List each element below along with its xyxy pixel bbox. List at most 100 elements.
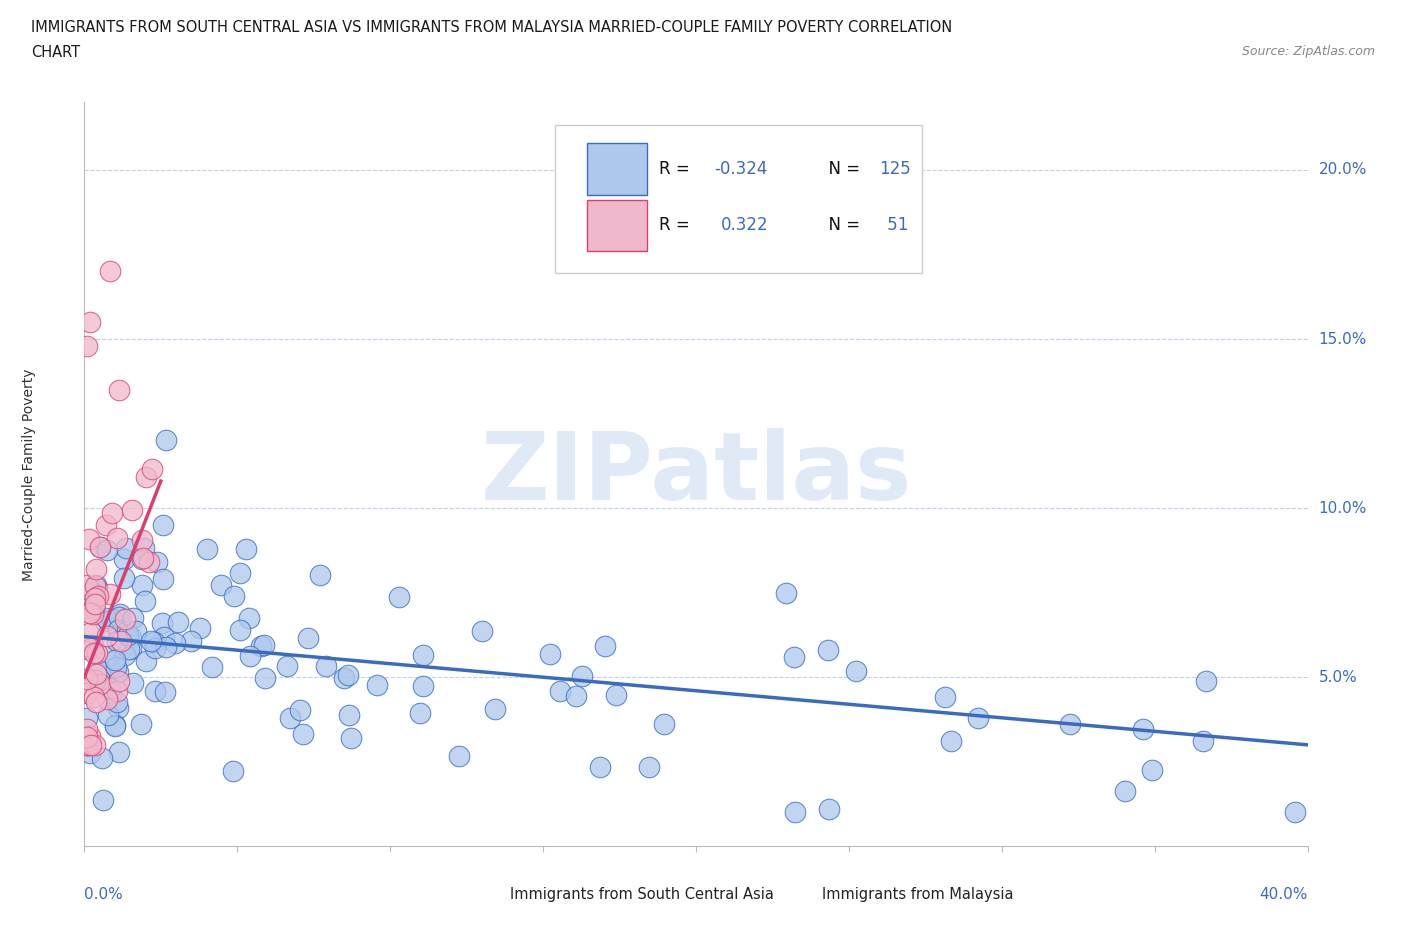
Point	[104, 718, 127, 733]
Point	[180, 633, 202, 648]
Point	[1114, 783, 1136, 798]
Text: -0.324: -0.324	[714, 160, 768, 178]
Point	[652, 716, 675, 731]
Point	[107, 673, 129, 688]
Point	[845, 664, 868, 679]
Text: IMMIGRANTS FROM SOUTH CENTRAL ASIA VS IMMIGRANTS FROM MALAYSIA MARRIED-COUPLE FA: IMMIGRANTS FROM SOUTH CENTRAL ASIA VS IM…	[31, 20, 952, 35]
Text: 40.0%: 40.0%	[1260, 887, 1308, 902]
Point	[150, 616, 173, 631]
Point	[122, 675, 145, 690]
Point	[77, 532, 100, 547]
Point	[1191, 733, 1213, 748]
Point	[250, 639, 273, 654]
Point	[229, 565, 252, 580]
Point	[94, 614, 117, 629]
Point	[817, 643, 839, 658]
Point	[605, 687, 627, 702]
Point	[114, 647, 136, 662]
Text: N =: N =	[818, 217, 866, 234]
Point	[98, 681, 121, 696]
Point	[209, 578, 232, 592]
Point	[79, 746, 101, 761]
Point	[571, 669, 593, 684]
Point	[221, 764, 243, 778]
Point	[114, 551, 136, 566]
Point	[290, 702, 312, 717]
Text: N =: N =	[818, 160, 866, 178]
Point	[222, 588, 245, 603]
Point	[121, 503, 143, 518]
Point	[280, 711, 302, 725]
Point	[76, 737, 98, 752]
Point	[104, 718, 127, 733]
Text: Immigrants from South Central Asia: Immigrants from South Central Asia	[510, 887, 773, 902]
Point	[297, 631, 319, 645]
Text: R =: R =	[659, 160, 696, 178]
Point	[1140, 762, 1163, 777]
Text: 0.322: 0.322	[720, 217, 768, 234]
Point	[131, 551, 153, 566]
Text: 10.0%: 10.0%	[1319, 500, 1367, 515]
Point	[120, 630, 142, 644]
Point	[96, 518, 118, 533]
Text: R =: R =	[659, 217, 696, 234]
Point	[1132, 722, 1154, 737]
Point	[934, 690, 956, 705]
Point	[143, 684, 166, 698]
Point	[139, 633, 162, 648]
Point	[89, 664, 111, 679]
Point	[412, 647, 434, 662]
Point	[97, 708, 120, 723]
Point	[229, 623, 252, 638]
Point	[80, 737, 103, 752]
Point	[818, 802, 841, 817]
Text: 0.0%: 0.0%	[84, 887, 124, 902]
Point	[96, 692, 118, 707]
Point	[76, 730, 98, 745]
Point	[409, 705, 432, 720]
Point	[115, 541, 138, 556]
Text: CHART: CHART	[31, 45, 80, 60]
Point	[89, 677, 111, 692]
Point	[124, 623, 146, 638]
Point	[86, 695, 108, 710]
Point	[84, 672, 107, 687]
Point	[155, 640, 177, 655]
Point	[276, 658, 298, 673]
Point	[83, 579, 105, 594]
Point	[134, 540, 156, 555]
Point	[153, 684, 176, 699]
Point	[966, 711, 988, 725]
Point	[129, 717, 152, 732]
Point	[239, 649, 262, 664]
Point	[132, 551, 155, 565]
Point	[83, 689, 105, 704]
Point	[96, 629, 118, 644]
Point	[76, 686, 98, 701]
Point	[76, 737, 98, 752]
Point	[121, 610, 143, 625]
Point	[412, 679, 434, 694]
Point	[332, 671, 354, 685]
Point	[309, 567, 332, 582]
Point	[238, 611, 260, 626]
Point	[79, 728, 101, 743]
Point	[152, 518, 174, 533]
Point	[105, 633, 128, 648]
Point	[97, 649, 120, 664]
Text: Source: ZipAtlas.com: Source: ZipAtlas.com	[1241, 45, 1375, 58]
Point	[105, 530, 128, 545]
Point	[79, 605, 101, 620]
Point	[201, 659, 224, 674]
Point	[253, 638, 276, 653]
Point	[89, 676, 111, 691]
Point	[83, 737, 105, 752]
Point	[94, 610, 117, 625]
Point	[449, 749, 471, 764]
Point	[131, 578, 153, 592]
Point	[83, 596, 105, 611]
Point	[143, 640, 166, 655]
Point	[89, 539, 111, 554]
Text: 15.0%: 15.0%	[1319, 331, 1367, 347]
Text: ZIPatlas: ZIPatlas	[481, 429, 911, 520]
